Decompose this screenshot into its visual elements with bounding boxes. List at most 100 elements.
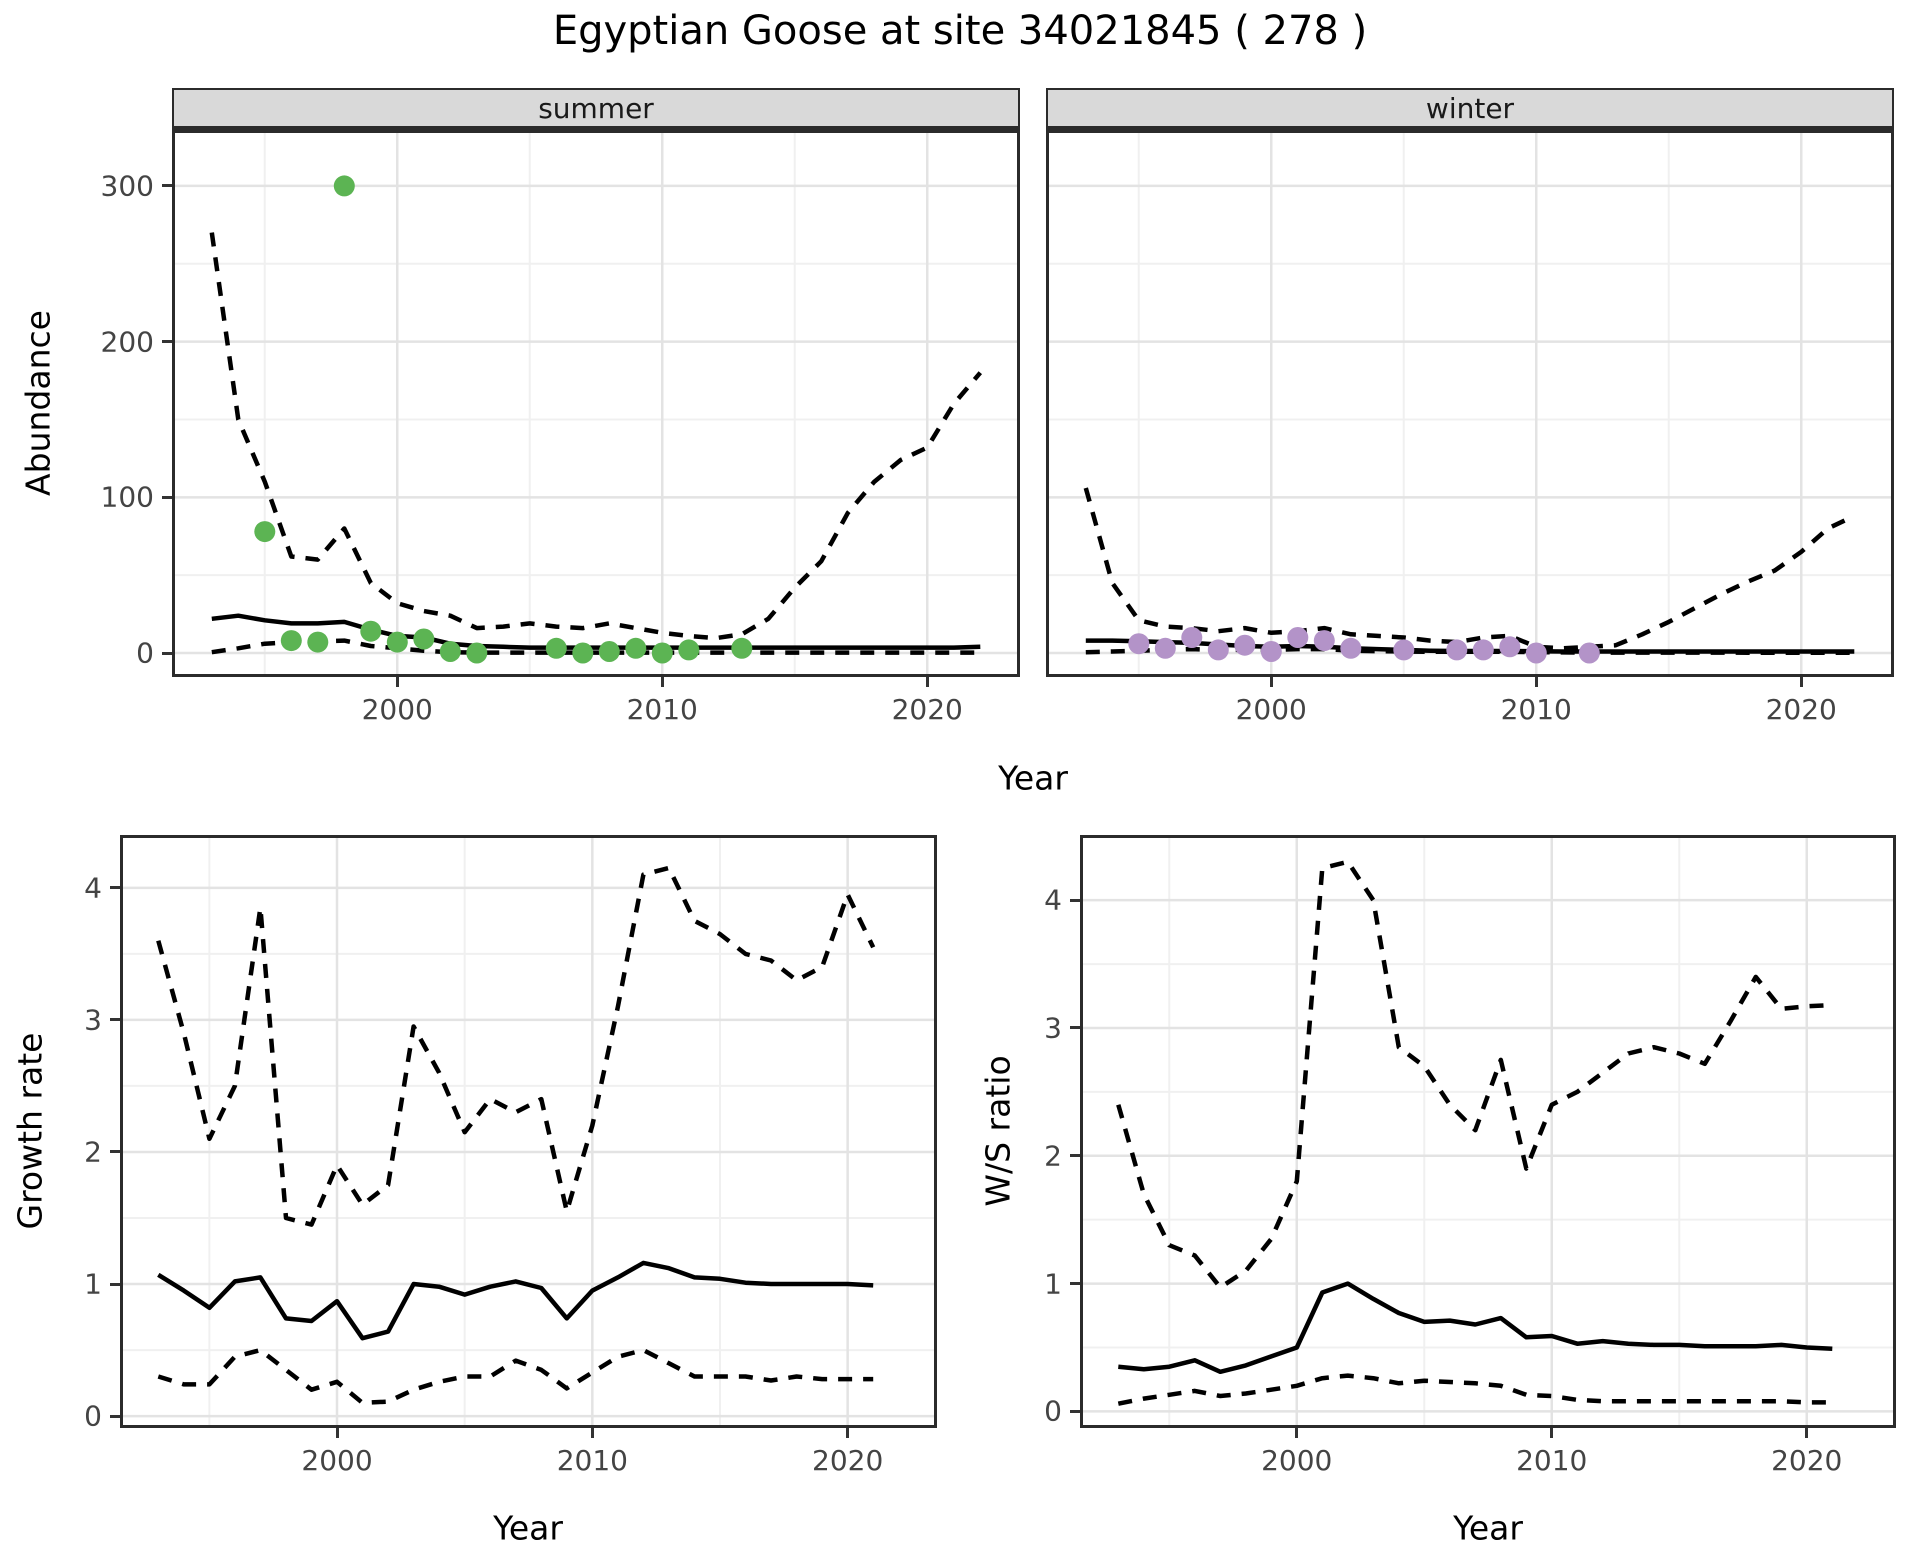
data-point xyxy=(1499,636,1521,658)
gridlines xyxy=(172,130,1020,677)
y-tick-mark xyxy=(110,886,120,890)
data-point xyxy=(1287,627,1309,648)
x-tick-label: 2010 xyxy=(1516,1444,1588,1477)
series-estimate xyxy=(157,1260,874,1341)
y-tick-mark xyxy=(1070,1154,1080,1158)
y-tick-mark xyxy=(162,495,172,499)
y-tick-label: 0 xyxy=(1044,1394,1062,1428)
data-point xyxy=(1472,639,1494,661)
y-axis-title-growth-rate: Growth rate xyxy=(10,1032,50,1230)
data-point xyxy=(625,637,647,659)
y-tick-label: 300 xyxy=(100,169,154,203)
gridlines xyxy=(120,835,937,1428)
data-point xyxy=(545,637,567,659)
data-point xyxy=(280,630,302,652)
data-point xyxy=(333,175,355,197)
y-tick-mark xyxy=(162,184,172,188)
y-tick-mark xyxy=(110,1018,120,1022)
data-point xyxy=(1313,630,1335,652)
data-point xyxy=(307,631,329,653)
data-point xyxy=(1207,639,1229,661)
series-upper-ci xyxy=(156,865,876,1227)
x-axis-title-year-ws: Year xyxy=(1453,1508,1523,1548)
panel-border xyxy=(120,835,937,1428)
x-tick-label: 2000 xyxy=(301,1444,373,1477)
data-point xyxy=(598,641,620,662)
y-tick-label: 2 xyxy=(84,1135,102,1169)
chart-title: Egyptian Goose at site 34021845 ( 278 ) xyxy=(552,8,1368,54)
panel-canvas-ws-ratio xyxy=(1080,835,1896,1428)
x-tick-mark xyxy=(335,1428,339,1438)
facet-strip-summer: summer xyxy=(172,88,1020,130)
x-tick-label: 2010 xyxy=(556,1444,628,1477)
y-axis-title-abundance: Abundance xyxy=(18,310,58,496)
x-tick-label: 2000 xyxy=(1261,1444,1333,1477)
series-lower-ci xyxy=(157,1347,874,1406)
x-tick-mark xyxy=(1269,677,1273,687)
x-tick-mark xyxy=(1805,1428,1809,1438)
y-tick-mark xyxy=(162,340,172,344)
x-tick-mark xyxy=(1295,1428,1299,1438)
data-point xyxy=(731,637,753,659)
y-tick-mark xyxy=(110,1414,120,1418)
series-estimate xyxy=(211,613,981,650)
x-tick-label: 2010 xyxy=(626,693,698,726)
series-upper-ci xyxy=(1083,487,1856,651)
data-point xyxy=(386,631,408,653)
data-point xyxy=(466,642,488,664)
x-axis-title-year-top: Year xyxy=(998,758,1068,798)
y-tick-label: 200 xyxy=(100,325,154,359)
y-axis-title-ws-ratio: W/S ratio xyxy=(978,1055,1018,1207)
x-tick-mark xyxy=(590,1428,594,1438)
y-tick-label: 3 xyxy=(1044,1011,1062,1045)
series-observed-counts-winter xyxy=(1128,627,1600,664)
series-lower-ci xyxy=(211,638,981,655)
panel-growth-rate xyxy=(120,835,937,1428)
x-tick-label: 2010 xyxy=(1500,693,1572,726)
data-point xyxy=(1234,634,1256,656)
data-point xyxy=(1525,642,1547,664)
data-point xyxy=(1340,637,1362,659)
x-axis-title-year-growth: Year xyxy=(493,1508,563,1548)
series-estimate xyxy=(1118,1281,1833,1375)
y-tick-label: 4 xyxy=(1044,883,1062,917)
y-tick-label: 0 xyxy=(84,1399,102,1433)
y-tick-label: 3 xyxy=(84,1003,102,1037)
x-tick-label: 2020 xyxy=(891,693,963,726)
data-point xyxy=(360,620,382,642)
facet-strip-winter: winter xyxy=(1046,88,1894,130)
gridlines xyxy=(1080,835,1896,1428)
data-point xyxy=(1578,642,1600,664)
series-upper-ci xyxy=(209,232,983,641)
panel-abundance-winter xyxy=(1046,130,1894,677)
gridlines xyxy=(1046,130,1894,677)
y-tick-label: 1 xyxy=(1044,1267,1062,1301)
panel-abundance-summer xyxy=(172,130,1020,677)
x-tick-label: 2020 xyxy=(812,1444,884,1477)
data-point xyxy=(1128,633,1150,655)
series-upper-ci xyxy=(1116,859,1833,1290)
y-tick-mark xyxy=(110,1282,120,1286)
panel-canvas-growth-rate xyxy=(120,835,937,1428)
y-tick-mark xyxy=(1070,1026,1080,1030)
x-tick-label: 2000 xyxy=(1235,693,1307,726)
data-point xyxy=(651,642,673,664)
data-point xyxy=(678,639,700,661)
data-point xyxy=(439,641,461,662)
x-tick-mark xyxy=(1550,1428,1554,1438)
x-tick-mark xyxy=(395,677,399,687)
y-tick-mark xyxy=(162,651,172,655)
y-tick-label: 0 xyxy=(136,636,154,670)
x-tick-label: 2020 xyxy=(1771,1444,1843,1477)
panel-ws-ratio xyxy=(1080,835,1896,1428)
y-tick-label: 4 xyxy=(84,871,102,905)
y-tick-mark xyxy=(1070,1282,1080,1286)
panel-canvas-abundance-winter xyxy=(1046,130,1894,677)
panel-border xyxy=(1080,835,1896,1428)
data-point xyxy=(1260,641,1282,662)
y-tick-mark xyxy=(1070,1409,1080,1413)
x-tick-label: 2020 xyxy=(1765,693,1837,726)
y-tick-label: 100 xyxy=(100,480,154,514)
data-point xyxy=(1154,637,1176,659)
x-tick-label: 2000 xyxy=(361,693,433,726)
